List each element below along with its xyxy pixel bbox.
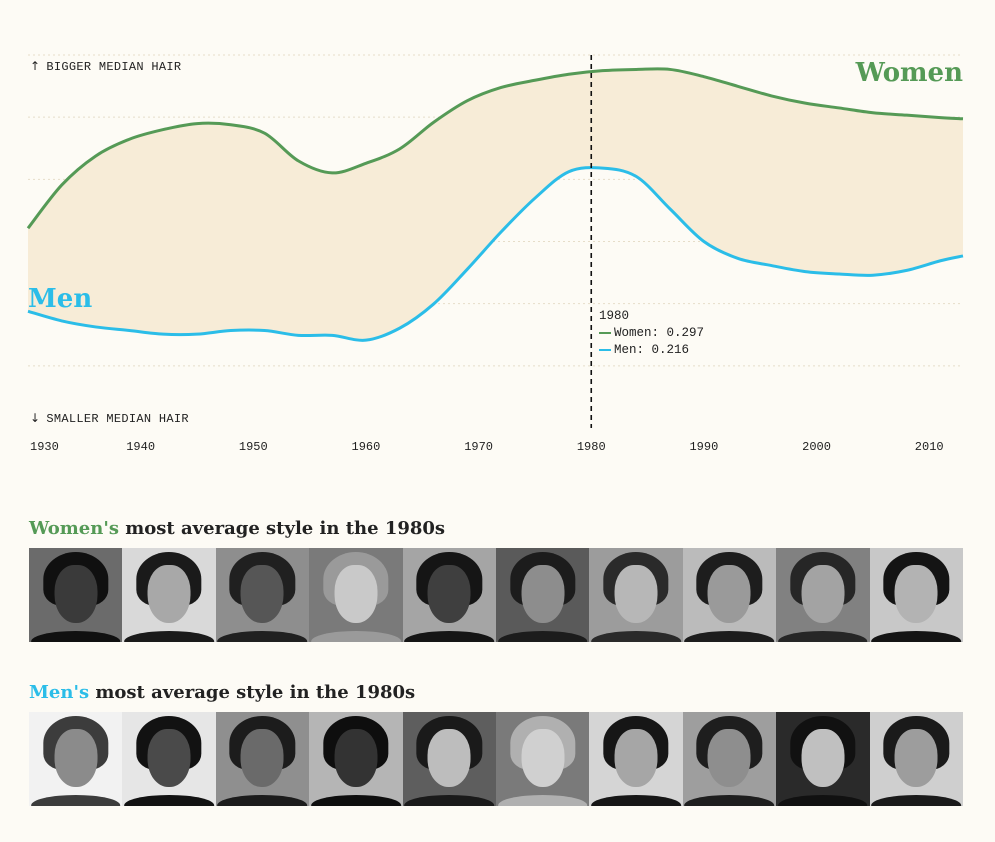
hair-size-chart: 1930 1940 1950 1960 1970 1980 1990 2000 2010 [26,54,964,454]
x-tick-label: 1980 [577,440,606,454]
shoulders-shape [124,630,214,642]
men-portrait-photo [402,712,496,806]
x-tick-label: 1970 [464,440,493,454]
face-shape [894,728,938,788]
women-section-key: Women's [29,518,119,539]
shoulders-shape [591,794,681,806]
men-portrait-photo [215,712,310,806]
men-section-title: Men's most average style in the 1980s [29,682,415,703]
men-section-rest: most average style in the 1980s [89,682,416,703]
gap-fill-area [28,68,963,341]
hover-tooltip: 1980 Women: 0.297 Men: 0.216 [599,308,704,359]
men-portrait-photo [682,712,777,806]
x-tick-label: 1960 [352,440,381,454]
shoulders-shape [217,794,308,806]
face-shape [334,564,378,624]
women-portrait-photo [495,548,590,642]
shoulders-shape [871,630,962,642]
men-portrait-photo [776,712,870,806]
shoulders-shape [124,794,214,806]
bigger-hair-note: ↑ BIGGER MEDIAN HAIR [30,59,181,74]
shoulders-shape [777,794,868,806]
face-shape [707,728,751,788]
shoulders-shape [30,630,121,642]
shoulders-shape [404,630,495,642]
men-series-line [27,166,964,342]
men-series-label: Men [28,284,93,314]
tooltip-women-row: Women: 0.297 [599,325,704,342]
shoulders-shape [777,630,868,642]
women-portrait-photo [776,548,870,642]
face-shape [707,564,751,624]
tooltip-year: 1980 [599,309,630,323]
face-shape [894,564,938,624]
men-portrait-photo [29,712,123,806]
men-photo-strip [29,712,963,806]
face-shape [521,728,565,788]
women-section-title: Women's most average style in the 1980s [29,518,445,539]
shoulders-shape [30,794,121,806]
men-section-key: Men's [29,682,90,703]
women-portrait-photo [589,548,683,642]
women-swatch-icon [599,331,611,334]
face-shape [521,564,565,624]
face-shape [427,728,471,788]
shoulders-shape [684,794,775,806]
women-series-label: Women [855,58,963,88]
shoulders-shape [404,794,495,806]
face-shape [240,728,284,788]
women-portrait-photo [29,548,123,642]
women-section-rest: most average style in the 1980s [118,518,446,539]
bigger-hair-label: BIGGER MEDIAN HAIR [46,60,182,74]
men-portrait-photo [309,712,403,806]
face-shape [614,564,658,624]
men-portrait-photo [122,712,216,806]
face-shape [54,728,98,788]
smaller-hair-note: ↓ SMALLER MEDIAN HAIR [30,411,189,426]
x-tick-label: 2000 [802,440,831,454]
x-tick-label: 2010 [915,440,944,454]
men-portrait-photo [589,712,683,806]
arrow-up-icon: ↑ [30,59,41,73]
face-shape [614,728,658,788]
face-shape [147,564,191,624]
x-tick-label: 1940 [126,440,155,454]
x-tick-label: 1990 [689,440,718,454]
shoulders-shape [871,794,962,806]
women-portrait-photo [215,548,310,642]
men-portrait-photo [495,712,590,806]
face-shape [54,564,98,624]
face-shape [801,728,845,788]
shoulders-shape [311,630,401,642]
tooltip-men-row: Men: 0.216 [599,342,704,359]
face-shape [334,728,378,788]
face-shape [801,564,845,624]
men-swatch-icon [599,348,611,351]
shoulders-shape [311,794,401,806]
face-shape [240,564,284,624]
x-tick-label: 1950 [239,440,268,454]
women-portrait-photo [682,548,777,642]
arrow-down-icon: ↓ [30,411,41,425]
women-portrait-photo [869,548,963,642]
shoulders-shape [217,630,308,642]
women-series-line [26,67,964,230]
face-shape [427,564,471,624]
shoulders-shape [684,630,775,642]
shoulders-shape [497,794,588,806]
smaller-hair-label: SMALLER MEDIAN HAIR [46,412,189,426]
tooltip-men-value: Men: 0.216 [614,343,690,357]
face-shape [147,728,191,788]
men-portrait-photo [869,712,963,806]
women-photo-strip [29,548,963,642]
x-tick-label: 1930 [30,440,59,454]
shoulders-shape [497,630,588,642]
women-portrait-photo [309,548,403,642]
women-portrait-photo [122,548,216,642]
women-portrait-photo [402,548,496,642]
shoulders-shape [591,630,681,642]
tooltip-women-value: Women: 0.297 [614,326,705,340]
